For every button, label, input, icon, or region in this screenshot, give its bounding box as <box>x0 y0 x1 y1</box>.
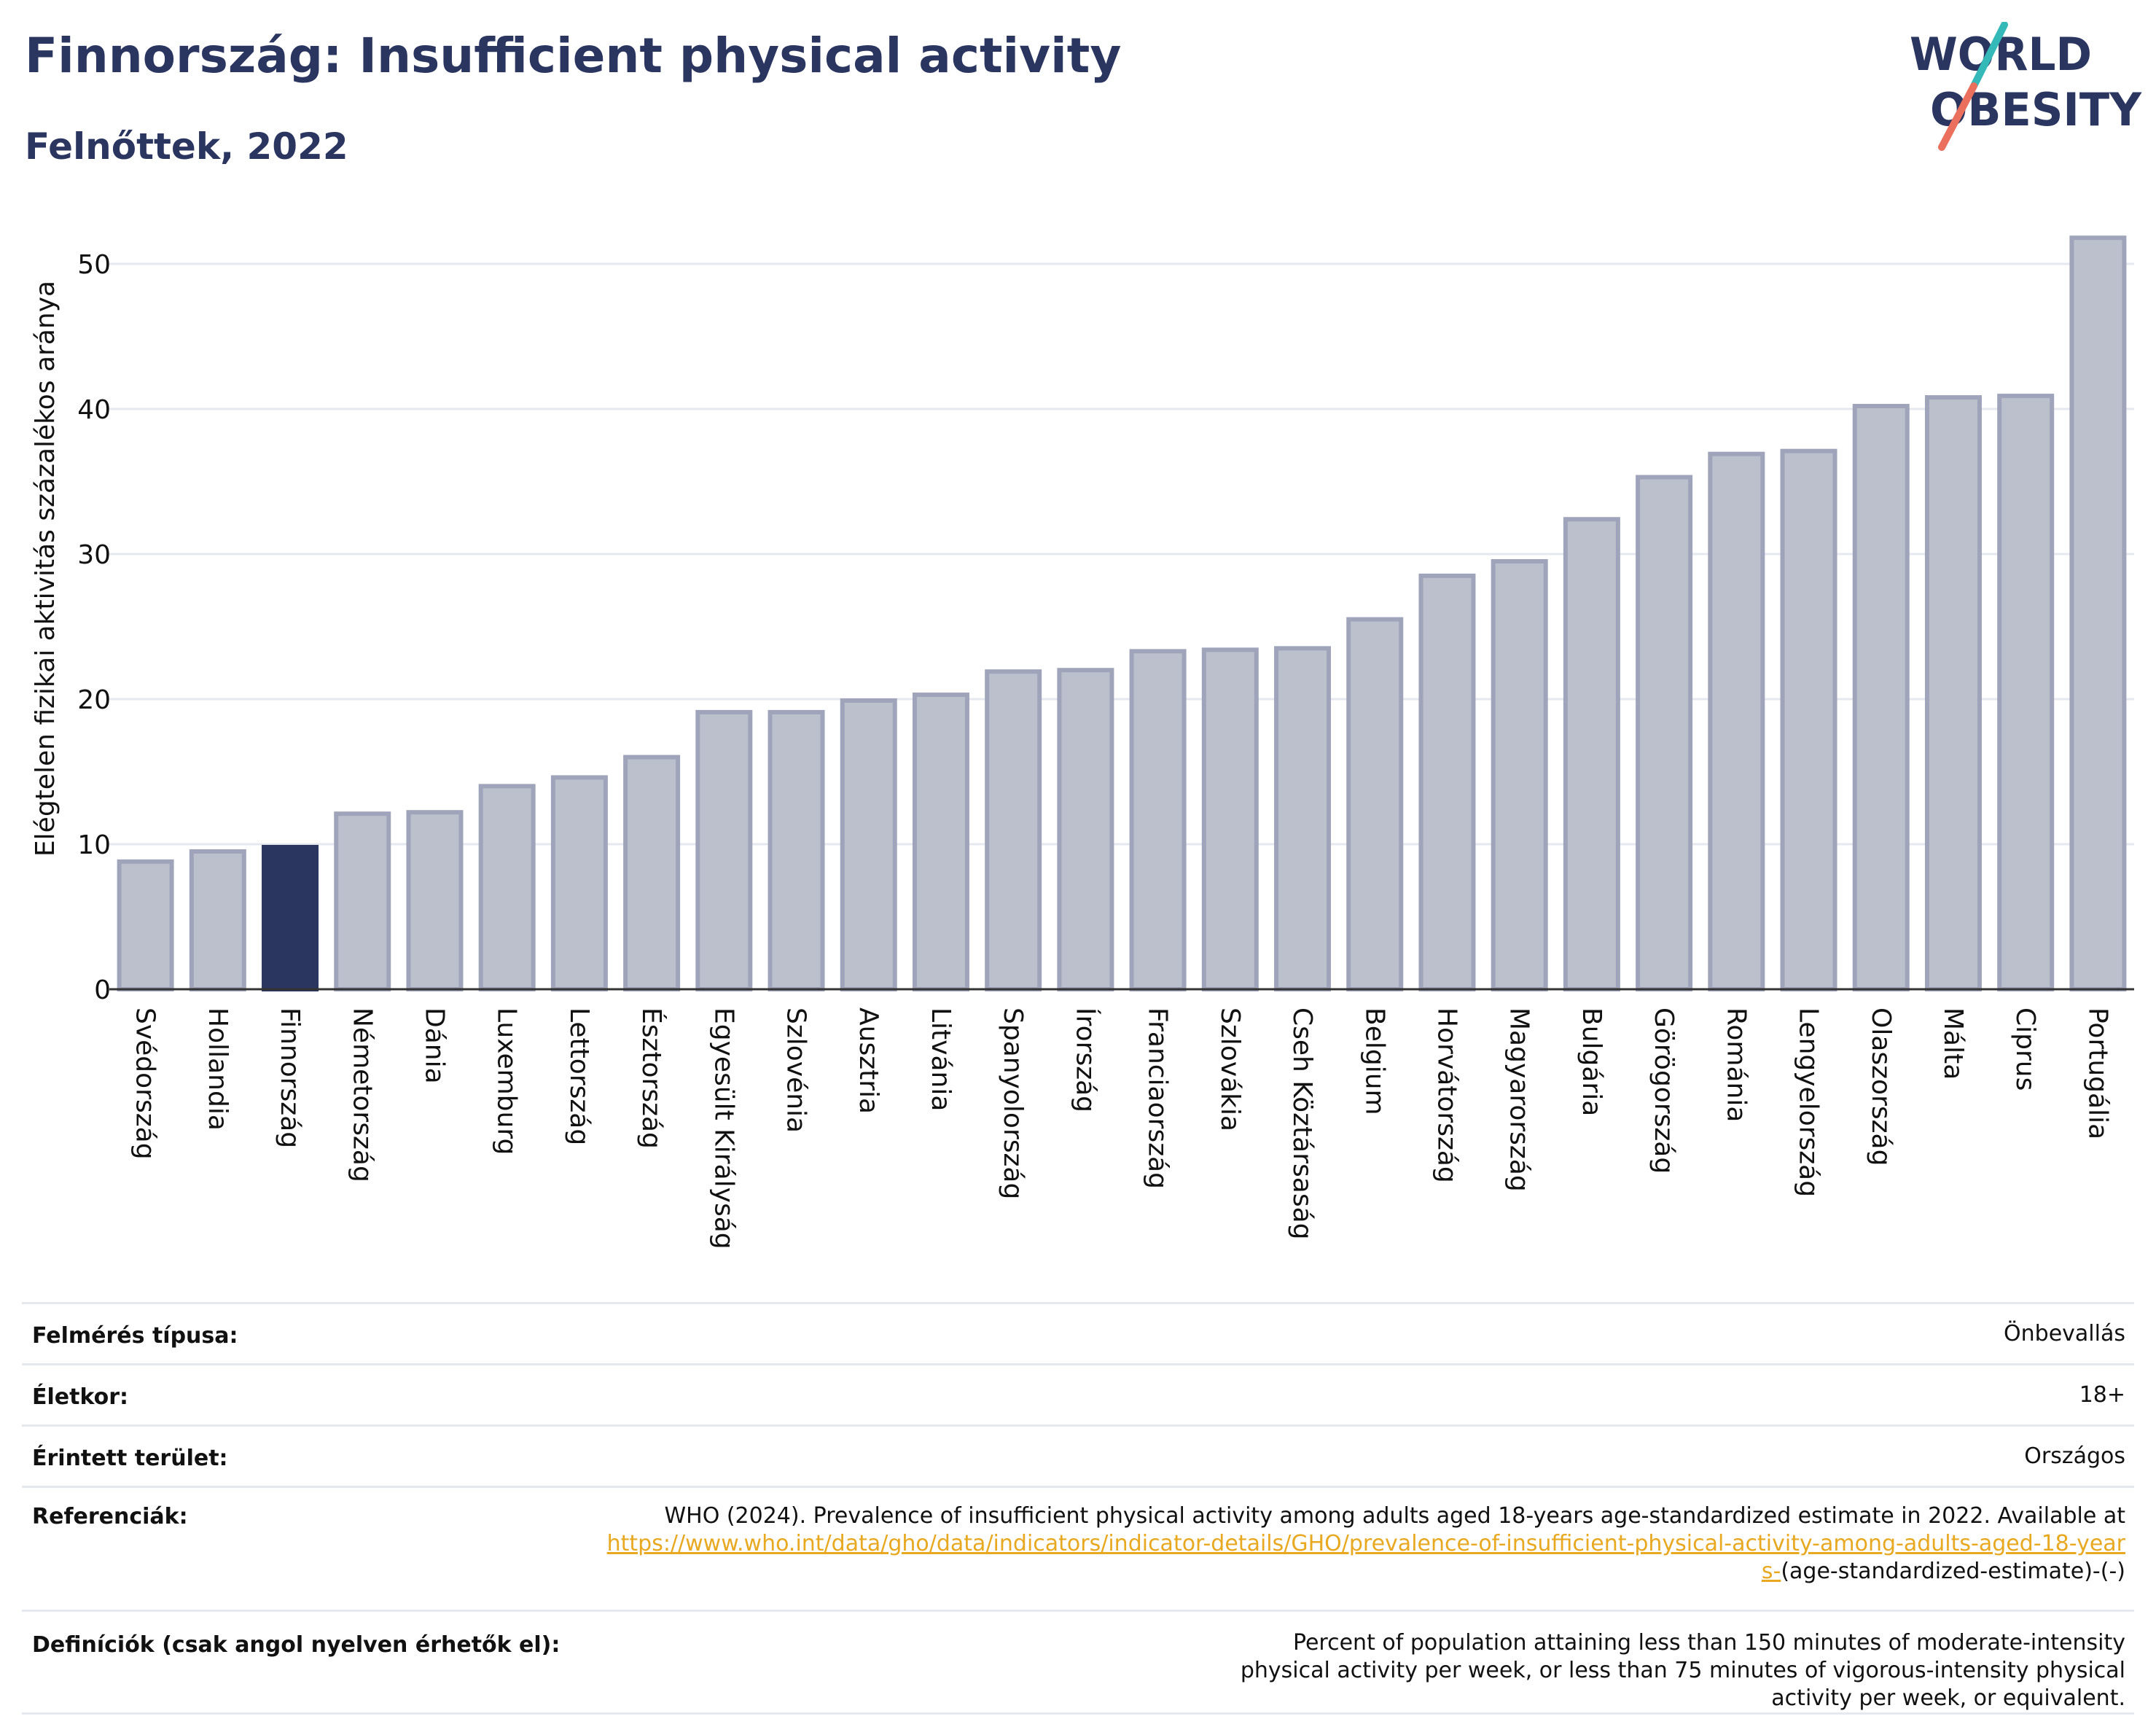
x-tick-label: Magyarország <box>1504 1007 1534 1192</box>
meta-label: Életkor: <box>22 1363 601 1426</box>
bar <box>406 810 464 991</box>
bar <box>768 709 825 991</box>
y-tick-label: 30 <box>77 540 111 570</box>
bar <box>550 775 608 991</box>
logo-slash-teal <box>1970 22 2008 90</box>
x-tick-label: Németország <box>347 1007 377 1182</box>
bar <box>1708 451 1765 991</box>
x-tick-label: Luxemburg <box>492 1007 522 1155</box>
x-tick-label: Románia <box>1721 1007 1751 1122</box>
x-tick-label: Horvátország <box>1432 1007 1461 1183</box>
bar <box>840 698 897 991</box>
bar <box>1346 617 1404 991</box>
bar-highlight <box>262 844 319 991</box>
y-tick-label: 0 <box>94 975 111 1005</box>
logo-slash-coral <box>1938 82 1977 151</box>
meta-row-definitions: Definíciók (csak angol nyelven érhetők e… <box>22 1610 2134 1715</box>
bar <box>623 755 681 991</box>
bar <box>1852 404 1910 991</box>
meta-row-references: Referenciák: WHO (2024). Prevalence of i… <box>22 1486 2134 1611</box>
x-tick-label: Cseh Köztársaság <box>1287 1007 1317 1240</box>
y-tick-label: 10 <box>77 830 111 860</box>
meta-value: Országos <box>601 1424 2134 1487</box>
bar-chart: 0 10 20 30 40 50 Svédország Hollandia Finnorszá… <box>31 235 2134 1249</box>
chart-subtitle: Felnőttek, 2022 <box>25 125 348 168</box>
y-tick-label: 40 <box>77 395 111 425</box>
y-tick-label: 50 <box>77 250 111 280</box>
meta-value: Percent of population attaining less tha… <box>601 1610 2134 1715</box>
meta-label: Referenciák: <box>22 1486 601 1611</box>
metadata-table: Felmérés típusa: Önbevallás Életkor: 18+… <box>22 1302 2134 1715</box>
x-tick-label: Portugália <box>2082 1007 2112 1139</box>
meta-row-age: Életkor: 18+ <box>22 1363 2134 1426</box>
references-suffix: (age-standardized-estimate)-(-) <box>1781 1559 2125 1584</box>
chart-title: Finnország: Insufficient physical activi… <box>25 28 1122 84</box>
bar <box>117 859 174 991</box>
x-tick-label: Bulgária <box>1577 1007 1606 1116</box>
x-tick-label: Litvánia <box>926 1007 956 1111</box>
bar <box>1129 649 1187 992</box>
x-tick-label: Ausztria <box>854 1007 883 1114</box>
x-tick-label: Spanyolország <box>998 1007 1028 1199</box>
y-tick-labels: 0 10 20 30 40 50 <box>77 250 111 1005</box>
meta-row-survey-type: Felmérés típusa: Önbevallás <box>22 1302 2134 1365</box>
x-tick-label: Ciprus <box>2010 1007 2040 1091</box>
x-tick-label: Belgium <box>1359 1007 1389 1115</box>
x-tick-label: Dánia <box>419 1007 449 1084</box>
meta-label: Definíciók (csak angol nyelven érhetők e… <box>22 1610 601 1715</box>
x-tick-label: Észtország <box>636 1007 667 1149</box>
bars <box>109 235 2134 992</box>
x-tick-label: Hollandia <box>203 1007 233 1131</box>
x-tick-label: Finnország <box>275 1007 305 1148</box>
references-link[interactable]: https://www.who.int/data/gho/data/indica… <box>606 1531 2125 1584</box>
bar <box>1563 517 1620 991</box>
bar <box>1201 647 1259 992</box>
bar <box>1924 395 1982 991</box>
x-tick-label: Lengyelország <box>1794 1007 1824 1197</box>
meta-label: Érintett terület: <box>22 1424 601 1487</box>
y-axis-label: Elégtelen fizikai aktivitás százalékos a… <box>31 281 60 857</box>
x-tick-label: Málta <box>1938 1007 1968 1080</box>
x-tick-label: Görögország <box>1649 1007 1679 1174</box>
x-tick-label: Írország <box>1070 1007 1101 1112</box>
y-tick-label: 20 <box>77 685 111 715</box>
bar <box>1418 573 1476 991</box>
meta-row-area: Érintett terület: Országos <box>22 1424 2134 1487</box>
bar <box>1491 558 1548 991</box>
bar <box>189 849 246 991</box>
bar <box>1057 668 1114 991</box>
references-text: WHO (2024). Prevalence of insufficient p… <box>664 1503 2125 1529</box>
bar <box>2069 235 2127 991</box>
x-tick-label: Lettország <box>564 1007 594 1145</box>
x-tick-label: Franciaország <box>1143 1007 1173 1189</box>
meta-label: Felmérés típusa: <box>22 1302 601 1365</box>
x-tick-label: Egyesült Királyság <box>708 1007 738 1249</box>
world-obesity-logo: WORLD OBESITY <box>1910 22 2142 151</box>
bar <box>334 811 391 991</box>
bar <box>1636 475 1693 991</box>
x-tick-label: Szlovénia <box>781 1007 811 1133</box>
bar <box>912 693 969 992</box>
bar <box>1780 448 1837 991</box>
x-tick-label: Olaszország <box>1866 1007 1896 1166</box>
x-tick-label: Svédország <box>130 1007 160 1160</box>
x-tick-label: Szlovákia <box>1215 1007 1245 1131</box>
meta-value-references: WHO (2024). Prevalence of insufficient p… <box>601 1486 2134 1611</box>
bar <box>1274 646 1332 991</box>
bar <box>478 784 536 992</box>
x-tick-labels: Svédország Hollandia Finnország Németország… <box>130 1007 2113 1249</box>
bar <box>985 669 1042 991</box>
meta-value: Önbevallás <box>601 1302 2134 1365</box>
meta-value: 18+ <box>601 1363 2134 1426</box>
bar <box>1997 394 2055 991</box>
bar <box>695 709 753 991</box>
